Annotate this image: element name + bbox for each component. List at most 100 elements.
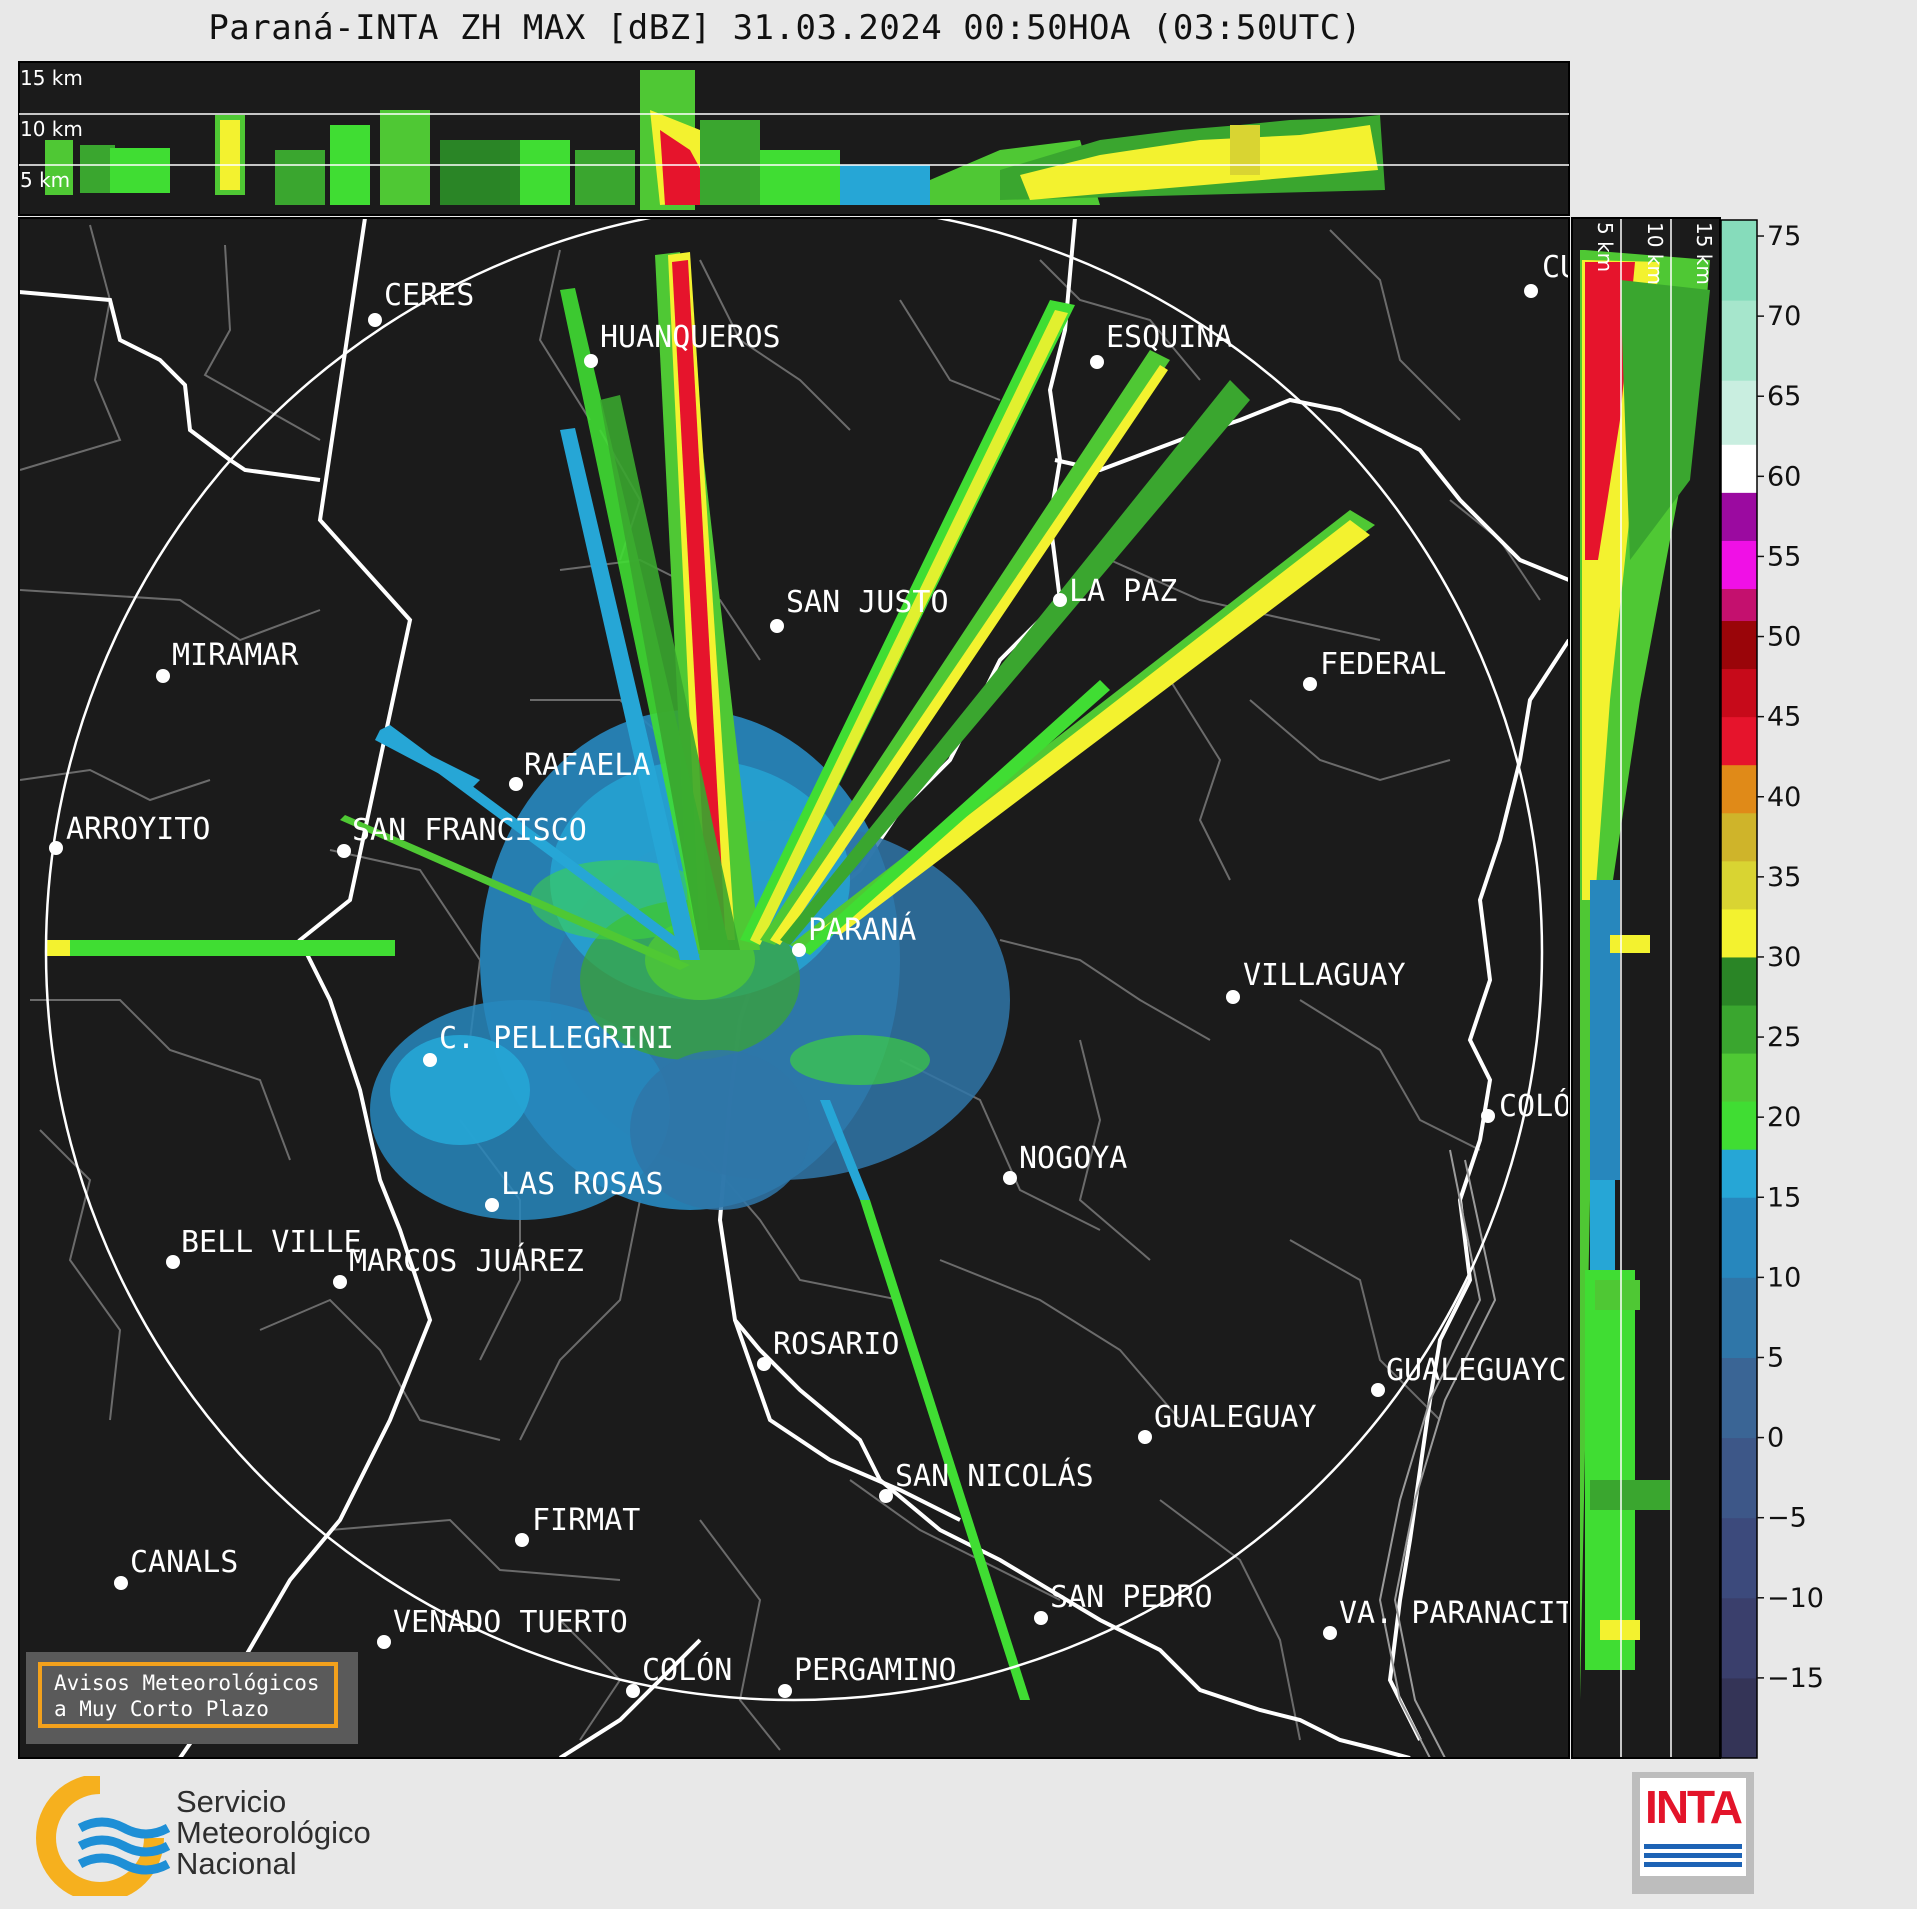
city-venado-tuerto: VENADO TUERTO <box>393 1605 628 1640</box>
colorbar-swatch <box>1721 1053 1757 1102</box>
colorbar-tick-label: −10 <box>1767 1583 1824 1614</box>
colorbar-swatch <box>1721 716 1757 766</box>
top-label-5km: 5 km <box>20 168 70 192</box>
smn-line-2: Meteorológico <box>176 1815 371 1850</box>
colorbar <box>1721 220 1757 1759</box>
city-pergamino: PERGAMINO <box>794 1653 957 1688</box>
city-nogoya: NOGOYA <box>1019 1141 1127 1176</box>
colorbar-tick-label: 25 <box>1767 1022 1801 1053</box>
city-arroyito: ARROYITO <box>66 812 211 847</box>
colorbar-tick-label: 50 <box>1767 622 1801 653</box>
radar-echoes <box>45 252 1375 1700</box>
colorbar-tick-label: 15 <box>1767 1182 1801 1213</box>
colorbar-swatch <box>1721 1149 1757 1198</box>
city-las-rosas: LAS ROSAS <box>501 1167 664 1202</box>
smn-line-1: Servicio <box>176 1784 287 1819</box>
colorbar-tick-label: 70 <box>1767 301 1801 332</box>
colorbar-tick-label: 5 <box>1767 1342 1784 1373</box>
colorbar-swatch <box>1721 1277 1757 1358</box>
chart-title: Paraná-INTA ZH MAX [dBZ] 31.03.2024 00:5… <box>208 8 1362 48</box>
colorbar-tick-label: 60 <box>1767 461 1801 492</box>
colorbar-tick-label: 0 <box>1767 1423 1784 1454</box>
colorbar-swatch <box>1721 620 1757 670</box>
smn-logo-text: Servicio Meteorológico Nacional <box>176 1786 371 1879</box>
city-san-nicolas: SAN NICOLÁS <box>895 1458 1094 1494</box>
colorbar-tick-label: 75 <box>1767 221 1801 252</box>
smn-line-3: Nacional <box>176 1846 297 1881</box>
colorbar-tick-label: 20 <box>1767 1102 1801 1133</box>
colorbar-swatch <box>1721 1197 1757 1278</box>
city-miramar: MIRAMAR <box>172 638 299 673</box>
range-ring <box>44 218 1544 1702</box>
uruguay-river <box>1378 1149 1497 1758</box>
colorbar-swatch <box>1721 540 1757 589</box>
city-va-paranacito: VA. PARANACIT <box>1339 1596 1574 1631</box>
city-firmat: FIRMAT <box>532 1503 640 1538</box>
city-federal: FEDERAL <box>1320 647 1446 682</box>
city-esquina: ESQUINA <box>1106 320 1232 355</box>
colorbar-swatch <box>1721 300 1757 381</box>
colorbar-tick-label: −15 <box>1767 1663 1824 1694</box>
colorbar-tick-label: 30 <box>1767 942 1801 973</box>
warning-line-1: Avisos Meteorológicos <box>54 1671 320 1695</box>
warning-box: Avisos Meteorológicos a Muy Corto Plazo <box>38 1662 338 1728</box>
city-markers: CERES HUANQUEROS ESQUINA CU SAN JUSTO LA… <box>49 250 1578 1698</box>
city-marcos-juarez: MARCOS JUÁREZ <box>349 1243 584 1279</box>
top-panel-echoes <box>45 70 1385 210</box>
city-ceres: CERES <box>384 278 474 313</box>
city-bell-ville: BELL VILLE <box>181 1225 362 1260</box>
city-canals: CANALS <box>130 1545 238 1580</box>
colorbar-swatch <box>1721 444 1757 493</box>
inta-stripes-icon <box>1644 1844 1742 1867</box>
city-gualeguay: GUALEGUAY <box>1154 1400 1317 1435</box>
warning-line-2: a Muy Corto Plazo <box>54 1697 269 1721</box>
colorbar-swatch <box>1721 1517 1757 1599</box>
city-c-pellegrini: C. PELLEGRINI <box>439 1021 674 1056</box>
colorbar-swatch <box>1721 956 1757 1006</box>
colorbar-swatch <box>1721 1437 1757 1519</box>
city-san-francisco: SAN FRANCISCO <box>352 813 587 848</box>
colorbar-swatch <box>1721 668 1757 718</box>
city-parana: PARANÁ <box>808 912 916 948</box>
colorbar-swatch <box>1721 1101 1757 1150</box>
colorbar-swatch <box>1721 588 1757 622</box>
inta-logo-text: INTA <box>1645 1781 1743 1833</box>
colorbar-swatch <box>1721 220 1757 301</box>
city-san-justo: SAN JUSTO <box>786 585 949 620</box>
colorbar-swatch <box>1721 380 1757 445</box>
colorbar-swatch <box>1721 1005 1757 1054</box>
colorbar-tick-label: −5 <box>1767 1503 1807 1534</box>
city-cu: CU <box>1542 250 1578 285</box>
side-label-10km: 10 km <box>1643 222 1667 285</box>
inta-logo-inner <box>1640 1778 1746 1876</box>
colorbar-swatch <box>1721 860 1757 910</box>
top-label-10km: 10 km <box>20 117 83 141</box>
colorbar-tick-label: 45 <box>1767 702 1801 733</box>
colorbar-tick-label: 10 <box>1767 1262 1801 1293</box>
smn-logo-icon <box>36 1776 170 1896</box>
colorbar-swatch <box>1721 1597 1757 1679</box>
colorbar-swatch <box>1721 492 1757 541</box>
city-huanqueros: HUANQUEROS <box>600 320 781 355</box>
city-rafaela: RAFAELA <box>524 748 650 783</box>
colorbar-swatch <box>1721 764 1757 814</box>
side-label-5km: 5 km <box>1593 222 1617 272</box>
colorbar-tick-label: 65 <box>1767 381 1801 412</box>
city-villaguay: VILLAGUAY <box>1243 958 1406 993</box>
side-label-15km: 15 km <box>1692 222 1716 285</box>
colorbar-swatch <box>1721 1677 1757 1759</box>
city-la-paz: LA PAZ <box>1069 574 1177 609</box>
city-colon-er: COLÓ <box>1499 1087 1571 1124</box>
top-label-15km: 15 km <box>20 66 83 90</box>
city-rosario: ROSARIO <box>773 1327 899 1362</box>
colorbar-tick-label: 55 <box>1767 541 1801 572</box>
city-gualeguaychu: GUALEGUAYC <box>1386 1353 1567 1388</box>
colorbar-tick-label: 40 <box>1767 782 1801 813</box>
side-panel-echoes <box>1580 250 1710 1700</box>
colorbar-swatch <box>1721 812 1757 862</box>
city-colon: COLÓN <box>642 1651 732 1688</box>
colorbar-swatch <box>1721 1357 1757 1439</box>
city-san-pedro: SAN PEDRO <box>1050 1580 1213 1615</box>
